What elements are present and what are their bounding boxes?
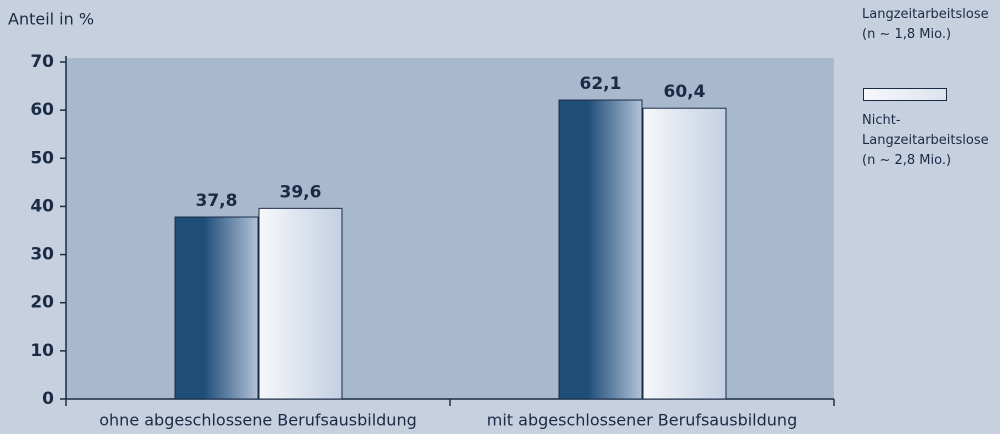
y-tick-label: 50 <box>30 148 54 168</box>
bar <box>258 207 343 400</box>
value-label: 37,8 <box>196 191 238 211</box>
legend-label: Langzeitarbeitslose (n ~ 1,8 Mio.) <box>862 7 989 42</box>
bar <box>642 107 727 400</box>
value-label: 62,1 <box>580 74 622 94</box>
bar <box>558 99 643 400</box>
y-tick-label: 10 <box>30 341 54 361</box>
y-tick-label: 0 <box>42 389 54 409</box>
y-tick-label: 40 <box>30 196 54 216</box>
legend-label: Nicht-Langzeitarbeitslose (n ~ 2,8 Mio.) <box>862 113 989 168</box>
y-tick-label: 70 <box>30 52 54 72</box>
value-label: 60,4 <box>664 82 706 102</box>
value-label: 39,6 <box>280 182 322 202</box>
x-tick-label: mit abgeschlossener Berufsausbildung <box>487 411 797 430</box>
y-tick-label: 60 <box>30 100 54 120</box>
y-tick-label: 30 <box>30 245 54 265</box>
bar <box>174 216 259 400</box>
y-axis-label: Anteil in % <box>8 10 94 29</box>
legend-swatch <box>863 88 947 101</box>
x-tick-label: ohne abgeschlossene Berufsausbildung <box>99 411 416 430</box>
y-tick-label: 20 <box>30 293 54 313</box>
